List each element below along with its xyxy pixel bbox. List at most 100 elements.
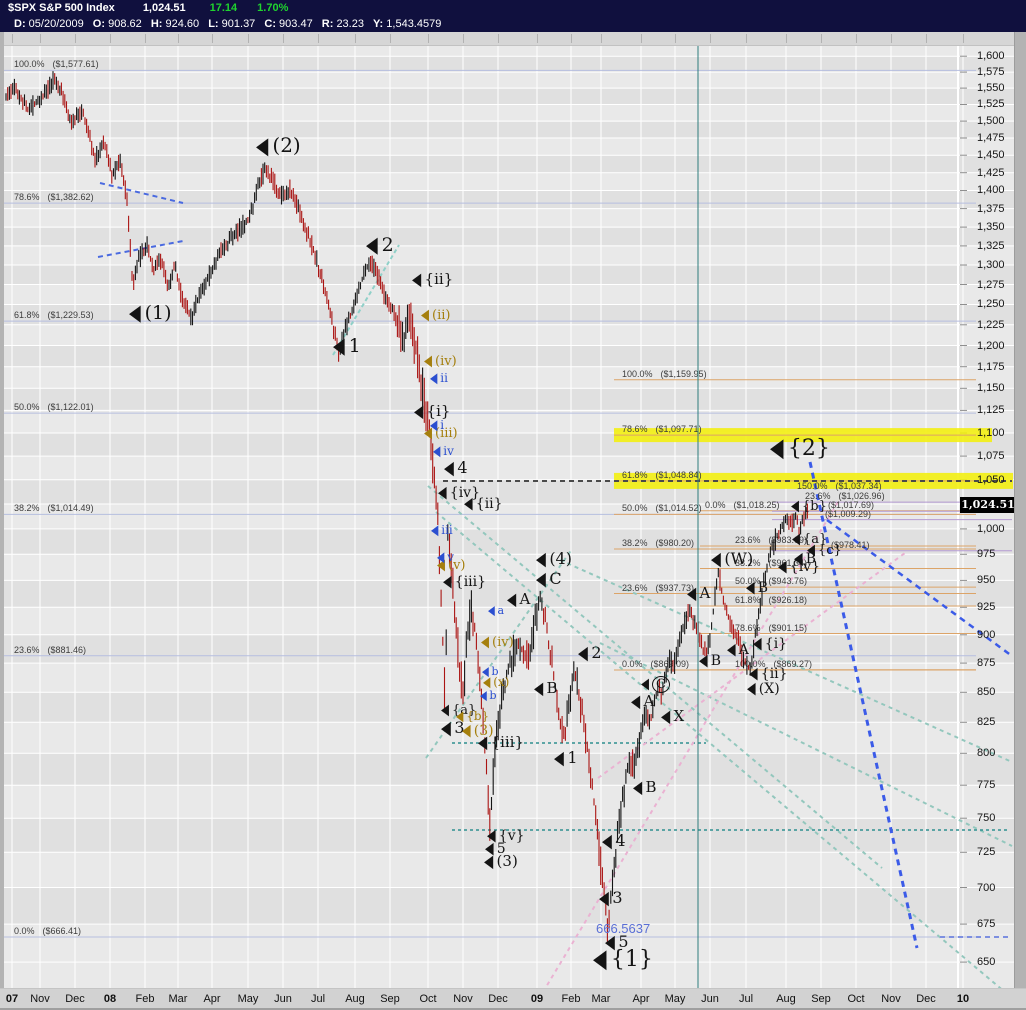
ohlc-field-key: D: <box>14 18 26 30</box>
ruler-tick <box>428 34 429 43</box>
wave-marker[interactable]: ◀ 4 <box>602 831 626 850</box>
wave-marker[interactable]: ◀ iii <box>431 523 453 537</box>
price-tick-label: 1,575 <box>977 66 1005 78</box>
wave-marker[interactable]: ◀ {i} <box>753 636 787 653</box>
ruler-tick <box>498 34 499 43</box>
ruler-tick <box>178 34 179 43</box>
wave-marker[interactable]: ◀ b <box>482 665 499 678</box>
wave-marker[interactable]: ◀ B <box>746 580 768 597</box>
month-label: Mar <box>591 993 611 1005</box>
price-tick-label: 1,350 <box>977 221 1005 233</box>
wave-marker-triangle-icon: ◀ <box>437 548 445 566</box>
fib-label-retrace-1160-869: 78.6% ($1,097.71) <box>622 424 702 434</box>
price-tick-label: 1,175 <box>977 361 1005 373</box>
wave-marker[interactable]: ◀ a <box>488 604 504 617</box>
wave-marker[interactable]: ◀ 1 <box>333 335 361 357</box>
wave-marker[interactable]: ◀ A <box>507 590 530 608</box>
month-label: Jul <box>310 993 326 1005</box>
month-label: Oct <box>419 993 437 1005</box>
ruler-tick <box>283 34 284 43</box>
ruler-tick <box>75 34 76 43</box>
last-price: 1,024.51 <box>142 2 186 14</box>
wave-marker-triangle-icon: ◀ <box>687 582 697 604</box>
wave-marker[interactable]: ◀ {iii} <box>443 574 486 591</box>
wave-marker[interactable]: ◀ X <box>661 707 684 725</box>
wave-marker-triangle-icon: ◀ <box>256 130 269 160</box>
wave-marker-triangle-icon: ◀ <box>421 306 429 325</box>
symbol-title: $SPX S&P 500 Index <box>8 2 115 14</box>
wave-marker[interactable]: ◀ {b} <box>791 497 827 516</box>
month-label: 10 <box>956 993 970 1005</box>
wave-marker-triangle-icon: ◀ <box>631 690 641 712</box>
wave-marker[interactable]: ◀ b <box>480 689 497 702</box>
wave-marker[interactable]: ◀ B <box>534 679 558 697</box>
wave-marker[interactable]: ◀ {ii} <box>464 496 503 513</box>
wave-marker-label: ii <box>440 371 448 385</box>
ruler-tick <box>248 34 249 43</box>
wave-marker[interactable]: ◀ {b} <box>456 709 489 723</box>
wave-marker[interactable]: ◀ 1 <box>554 748 578 767</box>
ruler-tick <box>463 34 464 43</box>
ruler-tick <box>891 34 892 43</box>
wave-marker[interactable]: ◀ i <box>430 418 444 432</box>
wave-marker[interactable]: ◀ {2} <box>770 435 830 461</box>
month-label: 09 <box>530 993 544 1005</box>
wave-marker[interactable]: ◀ (4) <box>536 549 572 568</box>
month-label: Jun <box>274 993 292 1005</box>
wave-marker[interactable]: ◀ v <box>437 548 454 566</box>
wave-marker[interactable]: ◀ 4 <box>444 458 468 477</box>
wave-marker[interactable]: ◀ (3) <box>462 723 494 740</box>
ohlc-field-key: H: <box>150 18 163 30</box>
wave-marker-triangle-icon: ◀ <box>599 886 609 909</box>
wave-marker[interactable]: ◀ (iv) <box>481 635 514 650</box>
wave-marker-triangle-icon: ◀ <box>433 442 441 460</box>
wave-marker[interactable]: ◀ B <box>699 653 721 670</box>
trendline-blue-projection-steep <box>808 461 919 949</box>
wave-marker[interactable]: ◀ ii <box>430 371 448 385</box>
wave-marker-label: (3) <box>496 852 518 870</box>
wave-marker[interactable]: ◀ {ii} <box>412 270 453 288</box>
wave-marker[interactable]: ◀ (W) <box>711 549 753 568</box>
wave-marker[interactable]: ◀ iv <box>433 442 454 460</box>
wave-marker[interactable]: ◀ {c} <box>807 543 842 558</box>
wave-marker[interactable]: ◀ A <box>631 690 654 712</box>
price-tick-label: 1,500 <box>977 115 1005 127</box>
price-tick-label: 675 <box>977 918 996 930</box>
fib-label-retrace-1160-869: 50.0% ($1,014.52) <box>622 503 702 513</box>
price-tick-label: 1,250 <box>977 298 1005 310</box>
ruler-tick <box>390 34 391 43</box>
wave-marker[interactable]: ◀ {1} <box>593 946 653 972</box>
wave-marker[interactable]: ◀ A <box>727 640 749 660</box>
wave-marker-label: A <box>699 584 711 602</box>
wave-marker[interactable]: ◀ (iv) <box>424 354 457 369</box>
wave-marker[interactable]: ◀ C <box>536 569 562 588</box>
wave-marker[interactable]: ◀ (ii) <box>421 306 451 325</box>
price-tick-label: 1,125 <box>977 404 1005 416</box>
wave-marker-triangle-icon: ◀ <box>792 530 800 549</box>
wave-marker[interactable]: ◀ {iv} <box>778 559 820 576</box>
ohlc-field-value: 924.60 <box>165 18 200 30</box>
wave-marker[interactable]: ◀ (1) <box>129 302 172 324</box>
wave-marker[interactable]: ◀ 2 <box>578 643 602 662</box>
wave-marker[interactable]: ◀ 3 <box>599 886 623 909</box>
fib-label-primary-2007-2009: 0.0% ($666.41) <box>14 926 82 936</box>
low-price-annotation: 666.5637 <box>596 921 651 936</box>
ohlc-field-key: L: <box>208 18 219 30</box>
month-label: 07 <box>5 993 19 1005</box>
wave-marker[interactable]: ◀ C <box>641 676 670 693</box>
wave-marker-triangle-icon: ◀ <box>791 497 799 516</box>
window-frame-right <box>1014 32 1026 1010</box>
wave-marker[interactable]: ◀ (2) <box>256 130 301 160</box>
wave-marker-triangle-icon: ◀ <box>727 640 736 660</box>
month-label: Sep <box>811 993 831 1005</box>
wave-marker[interactable]: ◀ B <box>633 778 657 796</box>
ohlc-field-value: 05/20/2009 <box>28 18 84 30</box>
wave-marker-triangle-icon: ◀ <box>484 850 494 872</box>
wave-marker[interactable]: ◀ (X) <box>747 681 780 698</box>
wave-marker[interactable]: ◀ A <box>687 582 711 604</box>
wave-marker[interactable]: ◀ 2 <box>366 234 394 256</box>
fib-label-primary-2007-2009: 50.0% ($1,122.01) <box>14 402 94 412</box>
date-axis[interactable]: 07 Nov Dec 08 Feb Mar Apr May Jun Jul Aug Sep Oct Nov… <box>0 988 1026 1010</box>
wave-marker-label: (ii) <box>432 308 451 323</box>
wave-marker[interactable]: ◀ (3) <box>484 850 518 872</box>
